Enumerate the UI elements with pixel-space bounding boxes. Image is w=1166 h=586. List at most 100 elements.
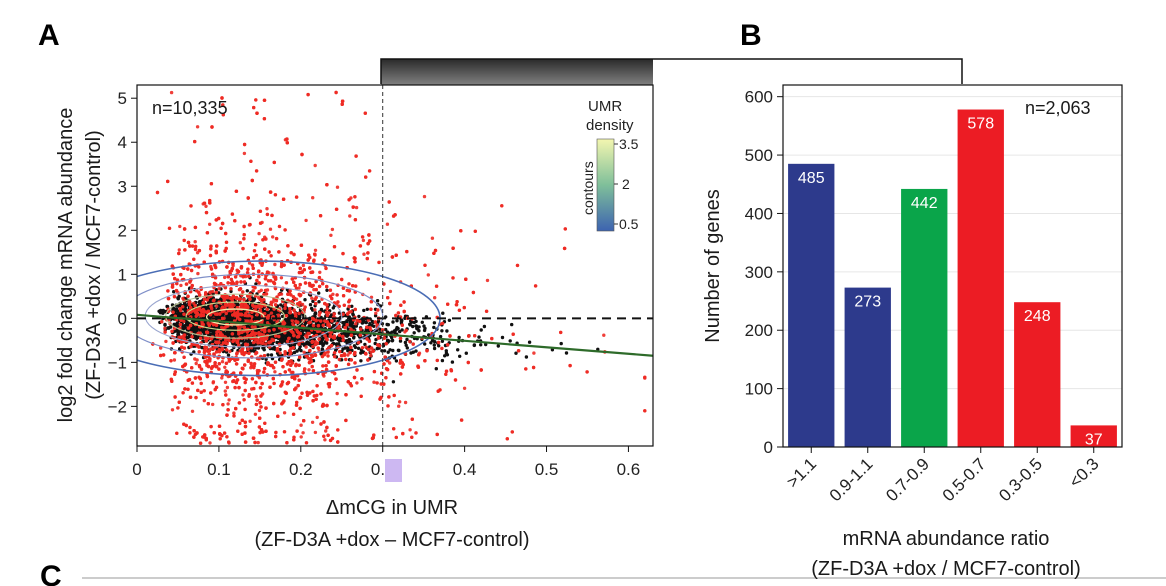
data-point [190,409,195,413]
data-point [276,329,280,333]
data-point [155,190,160,195]
data-point [247,393,251,397]
data-point [325,341,329,345]
data-point [171,307,175,312]
data-point [223,389,227,393]
data-point [275,340,279,345]
data-point [190,335,194,339]
data-point [159,308,163,313]
data-point [178,224,182,229]
data-point [450,360,455,364]
data-point [432,346,437,351]
data-point [179,283,183,288]
data-point [334,342,338,346]
data-point [319,422,323,426]
data-point [290,277,294,281]
data-point [374,311,378,315]
data-point [262,117,267,121]
data-point [182,319,186,324]
data-point [279,264,284,269]
data-point [410,435,414,439]
data-point [361,238,366,243]
data-point [301,263,306,268]
data-point [373,341,377,346]
data-point [391,348,395,353]
data-point [269,301,273,305]
data-point [172,295,177,299]
data-point [485,278,490,283]
data-point [435,358,439,363]
data-point [308,303,313,307]
data-point [223,275,227,280]
data-point [226,353,231,357]
data-point [402,300,406,304]
data-point [272,345,276,350]
data-point [309,306,314,311]
data-point [206,305,210,309]
data-point [170,329,174,333]
data-point [279,338,283,342]
data-point [243,407,247,412]
data-point [346,353,350,357]
data-point [479,343,483,347]
data-point [343,320,347,325]
data-point [462,386,467,390]
data-point [196,271,200,276]
data-point [312,331,316,335]
data-point [204,204,208,208]
data-point [284,281,289,285]
data-point [171,310,175,314]
data-point [161,353,166,357]
data-point [208,441,212,445]
data-point [308,391,312,395]
data-point [287,321,291,325]
data-point [392,427,396,431]
data-point [320,337,325,342]
data-point [364,320,368,325]
data-point [408,339,412,344]
data-point [386,296,390,300]
data-point [254,282,258,286]
data-point [264,342,268,346]
data-point [472,343,476,348]
data-point [197,321,201,326]
data-point [257,408,262,413]
data-point [344,357,348,362]
data-point [263,288,268,293]
data-point [221,103,225,107]
data-point [311,196,315,200]
data-point [254,402,259,407]
data-point [456,348,460,352]
data-point [375,299,380,303]
data-point [412,331,416,335]
data-point [459,418,464,422]
data-point [163,322,167,327]
data-point [394,313,398,318]
data-point [295,349,299,353]
data-point [458,354,462,358]
data-point [306,92,310,97]
data-point [258,221,263,225]
data-point [403,400,408,405]
data-point [194,327,198,332]
data-point [479,328,483,332]
data-point [395,319,399,323]
data-point [391,380,396,384]
data-point [426,273,430,277]
data-point [331,306,335,310]
data-point [432,343,436,347]
data-point [228,349,232,354]
data-point [352,335,356,339]
data-point [408,428,412,432]
data-point [434,367,438,371]
data-point [313,163,317,168]
data-point [403,316,407,320]
data-point [304,345,308,349]
data-point [510,322,514,327]
data-point [266,353,270,357]
data-point [464,351,468,355]
data-point [306,341,310,346]
data-point [357,314,361,319]
data-point [363,342,367,347]
